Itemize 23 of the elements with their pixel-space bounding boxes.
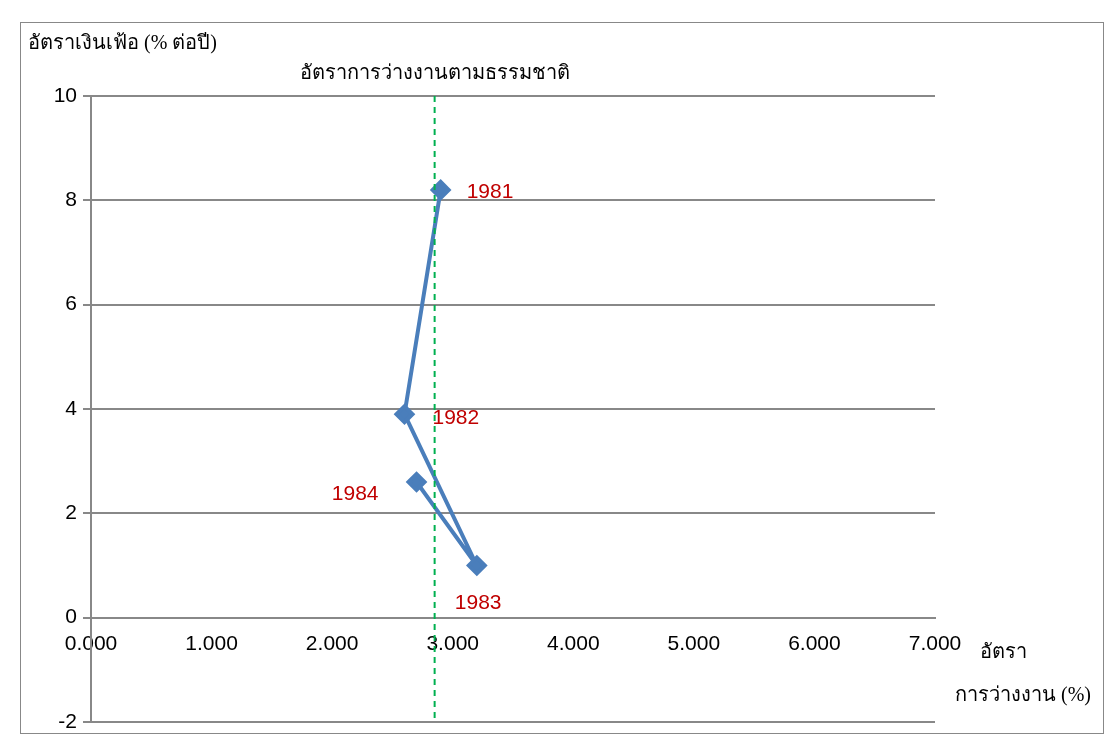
- y-tick-label: 10: [53, 82, 77, 106]
- y-tick-label: 4: [65, 395, 78, 419]
- annotation: 1981: [466, 178, 514, 202]
- x-tick-label: 3.000: [426, 631, 479, 655]
- point: [466, 555, 487, 576]
- x-tick-label: 4.000: [547, 631, 600, 655]
- y-axis-title: อัตราเงินเฟ้อ (% ต่อปี): [28, 31, 217, 55]
- annotation: 1983: [454, 590, 502, 614]
- point: [430, 179, 451, 200]
- ref-line-label: อัตราการว่างงานตามธรรมชาติ: [299, 61, 570, 84]
- y-tick-label: -2: [58, 708, 77, 732]
- x-tick-label: 6.000: [788, 631, 841, 655]
- point: [406, 472, 427, 493]
- y-tick-label: 6: [65, 291, 77, 315]
- y-tick-label: 0: [65, 604, 77, 628]
- annotation: 1984: [331, 480, 379, 504]
- x-tick-label: 5.000: [667, 631, 721, 655]
- y-tick-label: 2: [65, 500, 77, 524]
- y-tick-label: 8: [65, 187, 77, 211]
- x-tick-label: 1.000: [185, 631, 238, 655]
- point: [394, 404, 415, 425]
- x-tick-label: 2.000: [305, 631, 359, 655]
- annotation: 1982: [432, 405, 480, 429]
